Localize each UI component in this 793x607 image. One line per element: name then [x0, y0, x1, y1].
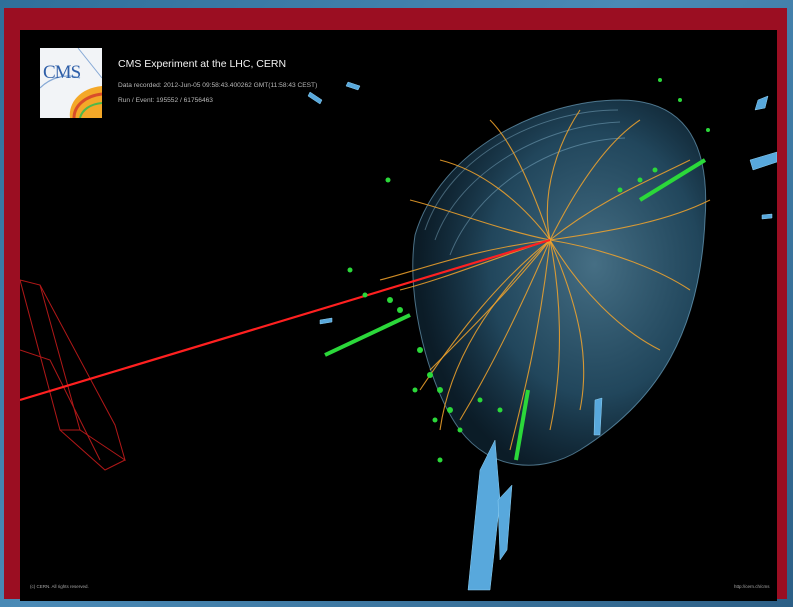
copyright: (c) CERN. All rights reserved. [30, 584, 89, 589]
detector-barrel-lines [424, 109, 626, 256]
website: http://cern.ch/cms [734, 584, 770, 589]
endcap-wireframe [20, 279, 126, 471]
experiment-title: CMS Experiment at the LHC, CERN [118, 58, 287, 70]
green-hits [347, 78, 710, 463]
green-segments [324, 158, 707, 461]
detector-barrel [412, 99, 707, 466]
red-frame: CMS CMS Experiment at the LHC, CERN Data… [4, 8, 787, 601]
orange-tracks [379, 109, 711, 451]
run-event: Run / Event: 195552 / 61756463 [118, 97, 213, 104]
event-display: CMS CMS Experiment at the LHC, CERN Data… [20, 30, 777, 601]
cms-logo: CMS [40, 48, 102, 118]
data-recorded: Data recorded: 2012-Jun-05 09:58:43.4002… [118, 82, 318, 89]
collision-scene [20, 78, 777, 591]
cms-logo-text: CMS [43, 62, 81, 83]
photon-track [20, 238, 551, 402]
blue-towers [307, 81, 777, 591]
cms-logo-graphic [40, 48, 102, 118]
